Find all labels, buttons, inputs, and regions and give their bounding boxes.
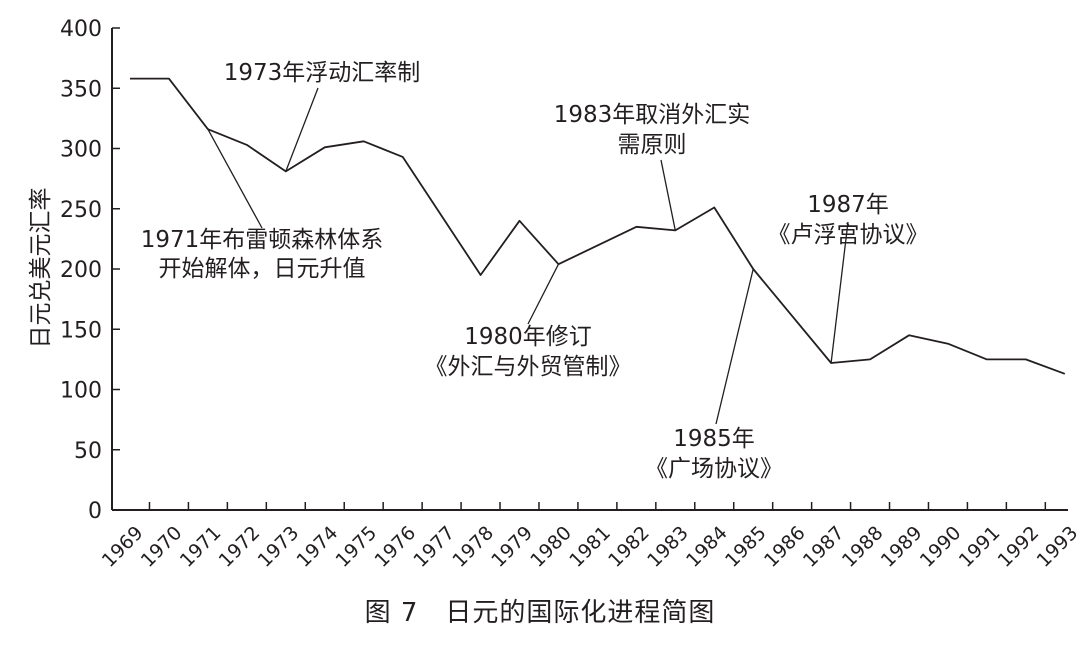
annotation-label: 《卢浮宫协议》 [768, 222, 929, 248]
y-tick-label: 350 [60, 77, 102, 102]
series-line [130, 77, 1066, 375]
annotation-label: 1987年 [807, 192, 889, 218]
x-tick-label: 1991 [955, 522, 1005, 572]
x-tick-label: 1979 [487, 522, 537, 572]
x-tick-label: 1970 [137, 522, 187, 572]
x-tick-label: 1987 [799, 522, 849, 572]
annotation-label: 1983年取消外汇实 [554, 102, 751, 128]
x-tick-label: 1975 [331, 522, 381, 572]
annotation-leader-line [207, 128, 263, 229]
y-tick-label: 300 [60, 138, 102, 163]
annotation-leader-line [527, 263, 560, 325]
plot-area [130, 77, 1066, 375]
x-tick-label: 1976 [370, 522, 420, 572]
annotation-label: 《外汇与外贸管制》 [425, 354, 632, 380]
y-tick-label: 50 [74, 439, 102, 464]
annotation-leader-line [660, 159, 676, 231]
y-tick-label: 400 [60, 17, 102, 42]
y-axis-label: 日元兑美元汇率 [28, 188, 54, 349]
x-tick-label: 1989 [877, 522, 927, 572]
annotation-label: 1980年修订 [464, 324, 592, 350]
y-tick-label: 250 [60, 198, 102, 223]
annotation-label: 需原则 [618, 132, 687, 158]
x-tick-label: 1993 [1033, 522, 1080, 572]
y-tick-label: 200 [60, 258, 102, 283]
x-tick-label: 1985 [721, 522, 771, 572]
x-tick-label: 1983 [643, 522, 693, 572]
x-tick-label: 1969 [98, 522, 148, 572]
x-tick-label: 1977 [409, 522, 459, 572]
x-tick-label: 1973 [254, 522, 304, 572]
x-tick-label: 1972 [215, 522, 265, 572]
x-tick-label: 1982 [604, 522, 654, 572]
annotation-label: 1985年 [673, 426, 755, 452]
annotation-label: 1973年浮动汇率制 [224, 60, 421, 86]
x-tick-label: 1978 [448, 522, 498, 572]
annotation-leader-line [285, 87, 319, 172]
x-tick-label: 1984 [682, 522, 732, 572]
y-tick-label: 0 [88, 499, 102, 524]
figure-caption: 图 7 日元的国际化进程简图 [364, 598, 716, 628]
annotation-leader-line [830, 221, 849, 364]
x-tick-label: 1986 [760, 522, 810, 572]
x-tick-label: 1971 [176, 522, 226, 572]
annotation-label: 《广场协议》 [645, 456, 783, 482]
annotation-label: 开始解体，日元升值 [159, 256, 366, 282]
annotation-leader-line [715, 268, 754, 425]
y-tick-label: 150 [60, 318, 102, 343]
x-tick-label: 1988 [838, 522, 888, 572]
axes: 0 50 100 150 200 250 300 350 400 1969197019711972… [60, 17, 1080, 572]
x-tick-label: 1974 [293, 522, 343, 572]
x-tick-label: 1981 [565, 522, 615, 572]
annotation-label: 1971年布雷顿森林体系 [141, 227, 384, 253]
x-tick-label: 1990 [916, 522, 966, 572]
x-tick-label: 1992 [994, 522, 1044, 572]
x-tick-label: 1980 [526, 522, 576, 572]
y-tick-label: 100 [60, 379, 102, 404]
